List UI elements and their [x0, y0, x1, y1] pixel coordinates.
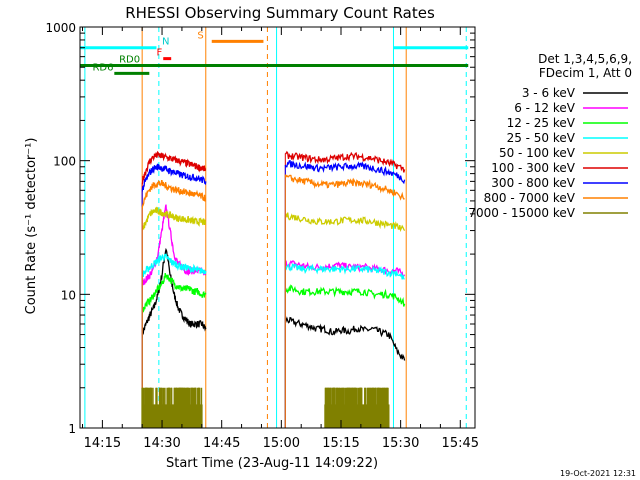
status-label-n: N: [162, 37, 169, 48]
legend-label-1: 6 - 12 keV: [514, 101, 576, 115]
status-label-f: F: [156, 48, 162, 59]
x-tick-label-1: 14:30: [143, 436, 180, 451]
x-tick-label-0: 14:15: [84, 436, 121, 451]
legend-label-5: 100 - 300 keV: [491, 161, 575, 175]
series-6-segment-0: [141, 163, 207, 192]
y-tick-label-3: 1000: [45, 21, 76, 35]
legend-label-8: 7000 - 15000 keV: [468, 206, 575, 220]
legend-header-line-2: FDecim 1, Att 0: [539, 66, 632, 80]
y-tick-label-2: 100: [53, 155, 76, 169]
x-tick-label-2: 14:45: [203, 436, 240, 451]
series-7-segment-1: [284, 174, 405, 201]
status-bars-layer: N S F RD0 RD6: [80, 30, 469, 75]
series-6-segment-1: [284, 160, 406, 185]
axes-layer: 1 10 100 1000 14:15 14:30 14:45 15:00 15:15 15:30…: [45, 21, 479, 451]
status-label-rd6: RD6: [92, 62, 113, 73]
legend-label-7: 800 - 7000 keV: [484, 191, 576, 205]
series-2-segment-1: [285, 284, 406, 307]
series-3-segment-1: [284, 263, 405, 280]
y-tick-label-1: 10: [61, 288, 76, 302]
series-5-segment-0: [141, 150, 207, 185]
series-0-segment-0: [141, 247, 207, 339]
legend-label-3: 25 - 50 keV: [507, 131, 576, 145]
legend-label-4: 50 - 100 keV: [499, 146, 576, 160]
series-5-segment-1: [285, 150, 406, 173]
y-tick-label-0: 1: [68, 422, 76, 436]
x-axis-label: Start Time (23-Aug-11 14:09:22): [166, 456, 378, 471]
series-7-segment-0: [141, 179, 207, 209]
legend-header-line-1: Det 1,3,4,5,6,9,: [538, 52, 632, 66]
x-tick-label-6: 15:45: [442, 436, 479, 451]
x-tick-label-4: 15:15: [322, 436, 359, 451]
series-4-segment-0: [141, 206, 207, 231]
chart-title: RHESSI Observing Summary Count Rates: [125, 4, 435, 22]
render-timestamp: 19-Oct-2021 12:31: [560, 469, 636, 478]
vertical-lines-layer: [84, 27, 467, 428]
status-label-s: S: [197, 30, 203, 41]
series-3-segment-0: [141, 253, 207, 277]
x-tick-label-5: 15:30: [382, 436, 419, 451]
legend-label-2: 12 - 25 keV: [507, 116, 576, 130]
plot-frame: [79, 26, 476, 429]
series-2-segment-0: [141, 272, 207, 315]
series-1-segment-1: [285, 260, 406, 279]
y-axis-label: Count Rate (s⁻¹ detector⁻¹): [24, 138, 39, 315]
series-4-segment-1: [284, 212, 406, 233]
series-layer: [141, 150, 406, 428]
status-label-rd0: RD0: [119, 55, 140, 66]
legend-label-0: 3 - 6 keV: [522, 86, 576, 100]
legend-label-6: 300 - 800 keV: [491, 176, 575, 190]
series-0-segment-1: [284, 316, 406, 361]
x-tick-label-3: 15:00: [263, 436, 300, 451]
